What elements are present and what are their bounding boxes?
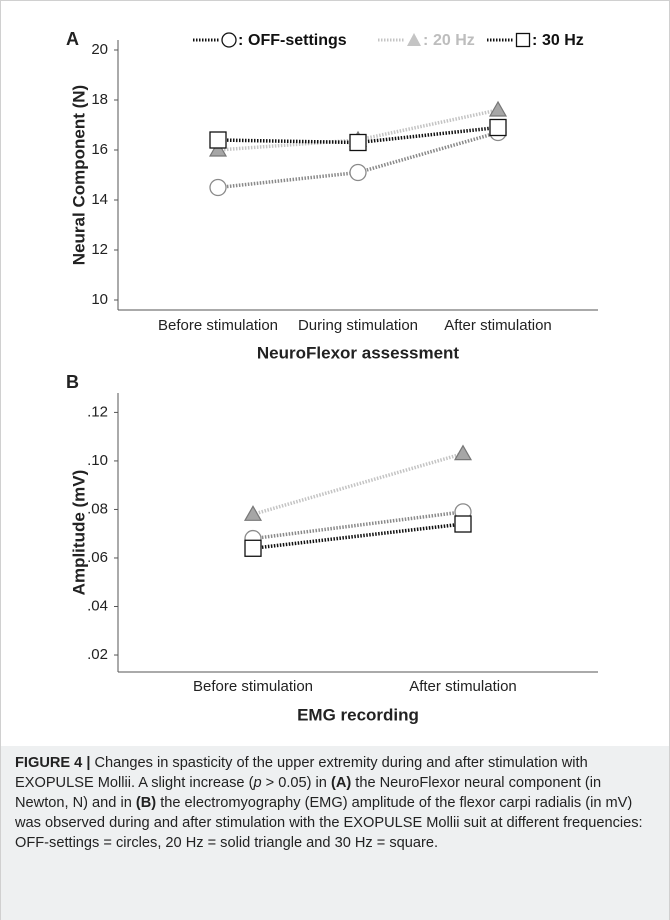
- panel-label: A: [66, 29, 79, 49]
- legend-marker: [515, 32, 531, 48]
- marker: [489, 118, 507, 137]
- caption-label: FIGURE 4 |: [15, 755, 91, 771]
- x-tick-label: After stimulation: [444, 317, 552, 334]
- y-tick-label: 16: [91, 141, 108, 158]
- y-axis-title: Amplitude (mV): [69, 470, 88, 596]
- y-tick-label: .10: [87, 452, 108, 469]
- legend-marker: [407, 33, 421, 46]
- series-line: [217, 130, 499, 190]
- legend-separator: :: [532, 32, 537, 49]
- y-tick-label: 18: [91, 91, 108, 108]
- x-tick-label: During stimulation: [298, 317, 418, 334]
- marker: [454, 515, 472, 533]
- legend-separator: :: [238, 32, 243, 49]
- legend-label: 30 Hz: [542, 32, 584, 49]
- caption-text: Changes in spasticity of the upper extre…: [15, 755, 643, 851]
- marker: [488, 100, 508, 117]
- marker: [208, 140, 228, 157]
- y-tick-label: .08: [87, 500, 108, 517]
- x-tick-label: After stimulation: [409, 678, 517, 695]
- caption-run: (A): [330, 775, 352, 791]
- caption-run: p: [253, 775, 262, 791]
- y-tick-label: 20: [91, 41, 108, 58]
- y-tick-label: .04: [87, 597, 108, 614]
- caption: FIGURE 4 | Changes in spasticity of the …: [1, 746, 669, 920]
- caption-run: > 0.05) in: [261, 775, 331, 791]
- y-tick-label: .02: [87, 646, 108, 663]
- caption-run: the electromyography (EMG) amplitude of …: [15, 795, 643, 851]
- marker: [209, 178, 227, 197]
- chart: A 10 12 14 16 18 20 Before stimulation During st…: [66, 29, 598, 724]
- legend-label: 20 Hz: [433, 32, 475, 49]
- caption-run: the NeuroFlexor neural component (in New…: [15, 775, 602, 811]
- caption-run: (B): [135, 795, 157, 811]
- series-line: [252, 451, 464, 516]
- legend-separator: :: [423, 32, 428, 49]
- y-tick-label: .06: [87, 549, 108, 566]
- marker: [243, 505, 263, 521]
- caption-run: Changes in spasticity of the upper extre…: [15, 755, 588, 791]
- marker: [349, 133, 367, 152]
- marker: [453, 444, 473, 461]
- y-tick-label: 14: [91, 191, 108, 208]
- x-tick-label: Before stimulation: [158, 317, 278, 334]
- marker: [209, 131, 227, 149]
- series-line: [252, 522, 464, 551]
- y-axis-title: Neural Component (N): [69, 85, 88, 265]
- x-axis-title: EMG recording: [297, 705, 419, 724]
- marker: [244, 539, 262, 557]
- legend-marker: [221, 32, 237, 48]
- marker: [349, 163, 367, 182]
- y-tick-label: .12: [87, 403, 108, 420]
- x-axis-title: NeuroFlexor assessment: [257, 343, 460, 362]
- y-tick-label: 10: [91, 291, 108, 308]
- y-tick-label: 12: [91, 241, 108, 258]
- panel-label: B: [66, 372, 79, 392]
- series-line: [252, 510, 464, 541]
- legend-label: OFF-settings: [248, 32, 347, 49]
- x-tick-label: Before stimulation: [193, 678, 313, 695]
